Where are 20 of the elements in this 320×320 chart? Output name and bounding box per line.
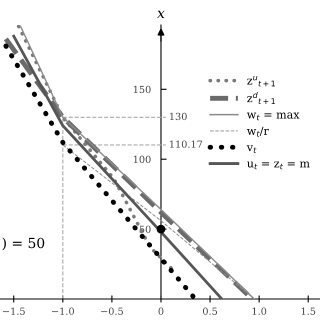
annotation: ) = 50 bbox=[2, 237, 44, 250]
ref-line-label: 110.17 bbox=[170, 140, 202, 148]
legend-label: z$^{u}$$_{t+1}$ bbox=[247, 76, 275, 86]
legend-label: z$^{d}$$_{t+1}$ bbox=[247, 92, 275, 104]
x-tick-label: 1.0 bbox=[252, 308, 266, 315]
y-tick-label: 150 bbox=[134, 86, 151, 94]
x-tick-label: 0.5 bbox=[202, 308, 218, 315]
x-tick-label: −1.0 bbox=[52, 308, 74, 315]
x-tick-label: 0 bbox=[158, 308, 164, 315]
ref-line-label: 130 bbox=[170, 112, 187, 120]
y-axis-title: x bbox=[157, 10, 165, 18]
y-tick-label: 100 bbox=[134, 156, 151, 164]
legend-label: v$_{t}$ bbox=[246, 145, 256, 153]
x-tick-label: −0.5 bbox=[101, 308, 123, 315]
legend-label: w$_{t}$/r bbox=[246, 126, 269, 137]
x-tick-label: −1.5 bbox=[2, 308, 25, 315]
y-tick-label: 50 bbox=[140, 226, 151, 233]
legend-label: w$_{t}$ = max bbox=[246, 112, 300, 120]
x-tick-label: 1.5 bbox=[302, 308, 316, 315]
legend-label: u$_{t}$ = z$_{t}$ = m bbox=[247, 161, 310, 170]
